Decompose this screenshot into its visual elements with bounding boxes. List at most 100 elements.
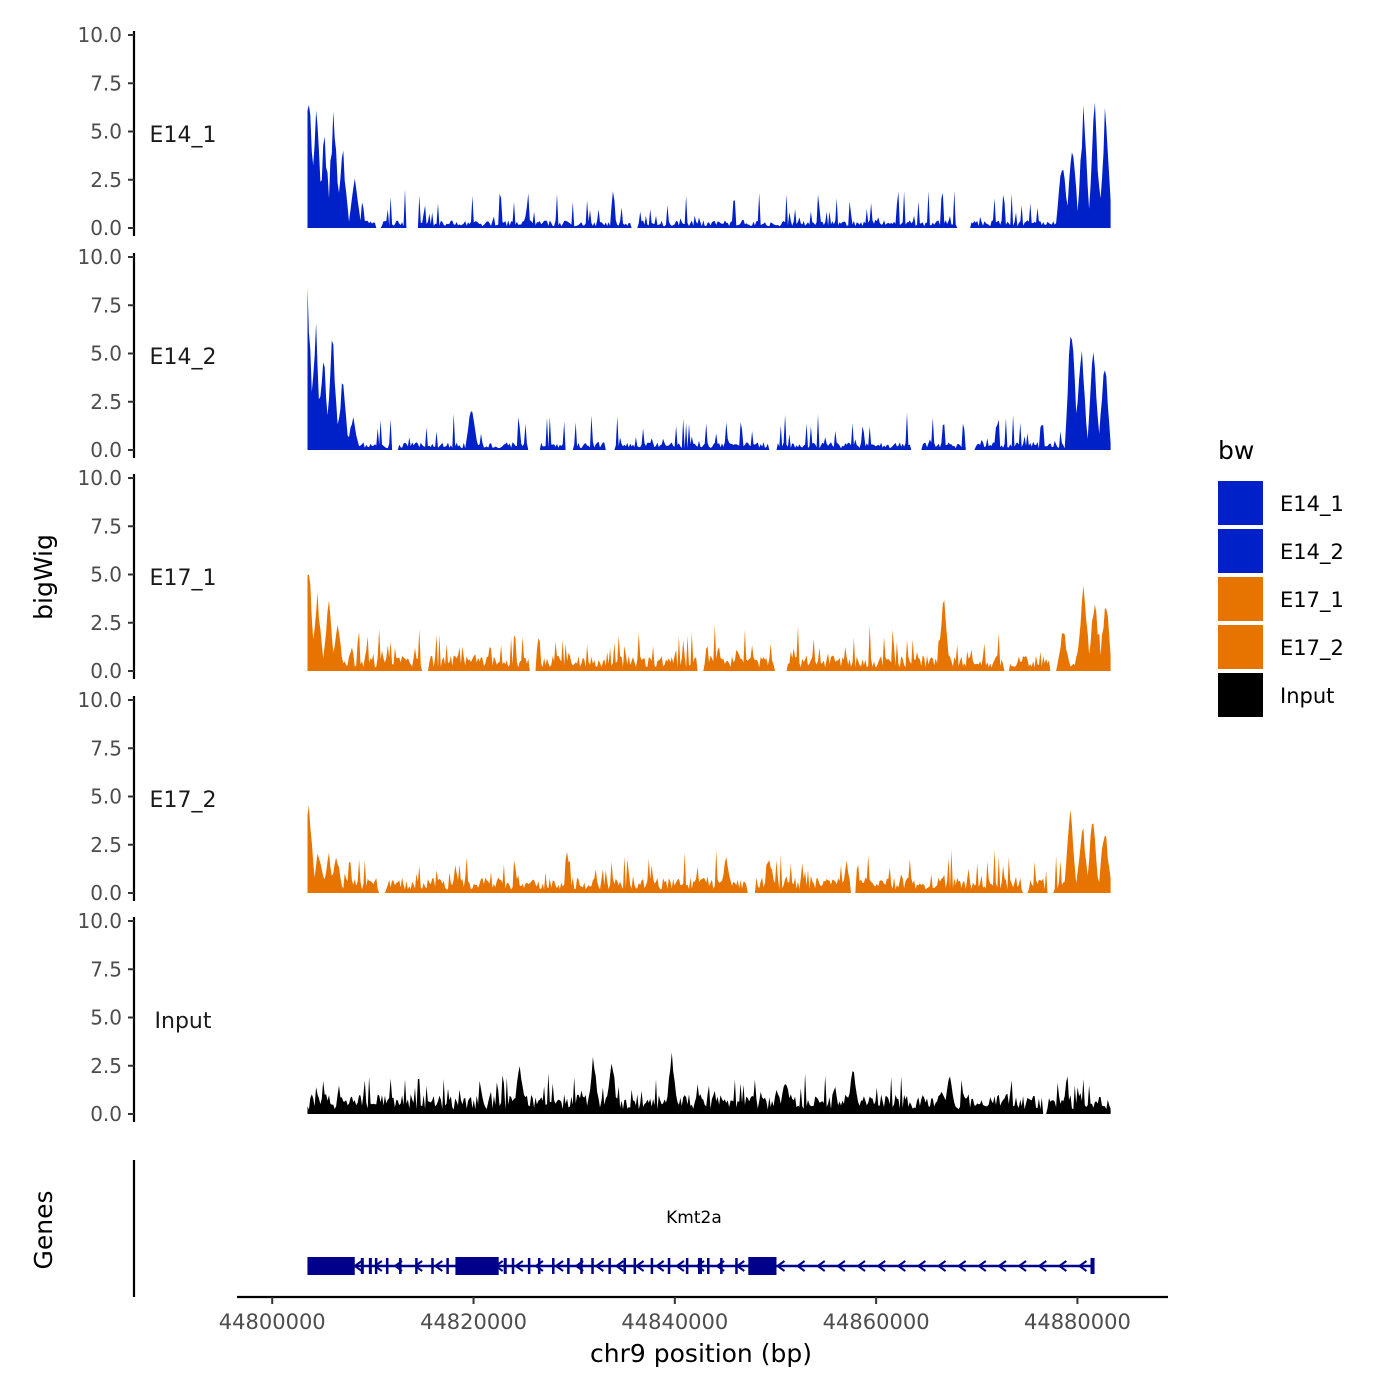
strand-arrow-15: [614, 1260, 625, 1272]
legend-label-E17_2: E17_2: [1280, 636, 1344, 661]
strand-arrow-34: [997, 1260, 1007, 1272]
legend-key-E17_1: [1218, 577, 1263, 621]
y-tick-label-E14_2-1: 2.5: [90, 390, 122, 414]
exon-13: [537, 1258, 541, 1274]
track-label-Input: Input: [155, 1009, 212, 1034]
track-label-E14_2: E14_2: [150, 345, 217, 370]
strand-arrow-14: [594, 1260, 604, 1272]
legend-key-E14_1: [1218, 481, 1263, 525]
exon-12: [527, 1258, 531, 1274]
y-tick-label-Input-3: 7.5: [90, 957, 122, 981]
y-tick-label-E17_2-3: 7.5: [90, 736, 122, 760]
track-Input: 0.0 2.5 5.0 7.5 10.0 Input: [77, 909, 1111, 1126]
x-tick-label-0: 44800000: [219, 1310, 326, 1334]
y-tick-label-E14_1-1: 2.5: [90, 168, 122, 192]
exon-14: [552, 1258, 555, 1274]
y-tick-label-E17_2-0: 0.0: [90, 881, 122, 905]
strand-arrow-37: [1057, 1260, 1067, 1272]
exon-23: [685, 1258, 689, 1274]
area-E14_1: [307, 102, 1111, 228]
legend-label-E14_2: E14_2: [1280, 540, 1344, 565]
exon-7: [431, 1258, 434, 1274]
track-E17_2: 0.0 2.5 5.0 7.5 10.0 E17_2: [77, 688, 1111, 905]
exon-18: [608, 1258, 611, 1274]
exon-8: [446, 1258, 449, 1274]
y-axis-title: bigWig: [29, 534, 58, 620]
strand-arrow-2: [353, 1260, 363, 1272]
y-tick-label-E14_2-0: 0.0: [90, 438, 122, 462]
bigwig-tracks: 0.0 2.5 5.0 7.5 10.0 E14_1 0.0 2.5 5.0 7.5 10.0 E14…: [77, 23, 1111, 1126]
y-tick-label-E17_2-1: 2.5: [90, 833, 122, 857]
exon-9: [455, 1257, 499, 1275]
y-tick-label-Input-2: 5.0: [90, 1006, 122, 1030]
area-E14_2: [307, 287, 1111, 450]
x-axis: 44800000 44820000 44840000 44860000 44880000: [219, 1295, 1168, 1334]
area-E17_2: [307, 805, 1111, 893]
exon-19: [623, 1258, 626, 1274]
exon-1: [360, 1258, 364, 1274]
exon-25: [707, 1258, 710, 1274]
x-tick-label-1: 44820000: [420, 1310, 527, 1334]
exon-0: [307, 1257, 355, 1275]
y-tick-label-E17_1-0: 0.0: [90, 659, 122, 683]
strand-arrow-26: [836, 1260, 846, 1272]
area-Input: [307, 1052, 1111, 1114]
y-tick-label-E14_1-2: 5.0: [90, 120, 122, 144]
exon-21: [650, 1258, 654, 1274]
strand-arrow-11: [534, 1260, 544, 1272]
track-label-E14_1: E14_1: [150, 123, 217, 148]
strand-arrow-29: [896, 1260, 906, 1272]
y-tick-label-Input-0: 0.0: [90, 1102, 122, 1126]
strand-arrow-32: [956, 1260, 967, 1272]
y-tick-label-E14_1-3: 7.5: [90, 71, 122, 95]
y-tick-label-E14_1-0: 0.0: [90, 216, 122, 240]
gene-label-Kmt2a: Kmt2a: [666, 1208, 722, 1228]
legend-title: bw: [1218, 436, 1254, 465]
area-E17_1: [307, 574, 1111, 671]
strand-arrow-33: [977, 1260, 987, 1272]
exon-29: [1090, 1258, 1095, 1274]
strand-arrow-25: [816, 1260, 826, 1272]
strand-arrow-36: [1037, 1260, 1047, 1272]
track-label-E17_1: E17_1: [150, 566, 217, 591]
strand-arrow-38: [1077, 1260, 1088, 1272]
exon-16: [580, 1258, 583, 1274]
x-tick-label-4: 44880000: [1024, 1310, 1131, 1334]
y-tick-label-E14_2-2: 5.0: [90, 342, 122, 366]
strand-arrow-24: [795, 1260, 806, 1272]
exon-20: [633, 1258, 637, 1274]
exon-22: [667, 1258, 671, 1274]
y-tick-label-E17_2-4: 10.0: [77, 688, 122, 712]
x-tick-label-2: 44840000: [621, 1310, 728, 1334]
y-tick-label-Input-4: 10.0: [77, 909, 122, 933]
y-tick-label-E17_1-2: 5.0: [90, 563, 122, 587]
legend: bw E14_1 E14_2 E17_1 E17_2 Input: [1218, 436, 1344, 717]
legend-key-Input: [1218, 673, 1263, 717]
legend-label-E14_1: E14_1: [1280, 492, 1344, 517]
legend-label-Input: Input: [1280, 684, 1334, 708]
track-E17_1: 0.0 2.5 5.0 7.5 10.0 E17_1: [77, 466, 1111, 683]
strand-arrow-23: [775, 1260, 786, 1272]
track-label-E17_2: E17_2: [150, 788, 217, 813]
exon-6: [415, 1258, 418, 1274]
strand-arrow-31: [936, 1260, 947, 1272]
exon-17: [591, 1258, 594, 1274]
y-tick-label-E17_2-2: 5.0: [90, 785, 122, 809]
x-axis-title: chr9 position (bp): [590, 1339, 812, 1368]
y-tick-label-E14_1-4: 10.0: [77, 23, 122, 47]
genes-panel: Kmt2a: [132, 1160, 1095, 1297]
exon-2: [368, 1258, 372, 1274]
exon-15: [567, 1258, 570, 1274]
exon-27: [735, 1258, 738, 1274]
exon-26: [720, 1258, 723, 1274]
strand-arrow-10: [514, 1260, 524, 1272]
strand-arrow-18: [675, 1260, 685, 1272]
exon-4: [385, 1258, 389, 1274]
y-tick-label-E17_1-1: 2.5: [90, 611, 122, 635]
x-tick-label-3: 44860000: [823, 1310, 930, 1334]
strand-arrow-35: [1017, 1260, 1027, 1272]
legend-label-E17_1: E17_1: [1280, 588, 1344, 613]
y-tick-label-E14_2-4: 10.0: [77, 245, 122, 269]
legend-key-E14_2: [1218, 529, 1263, 573]
